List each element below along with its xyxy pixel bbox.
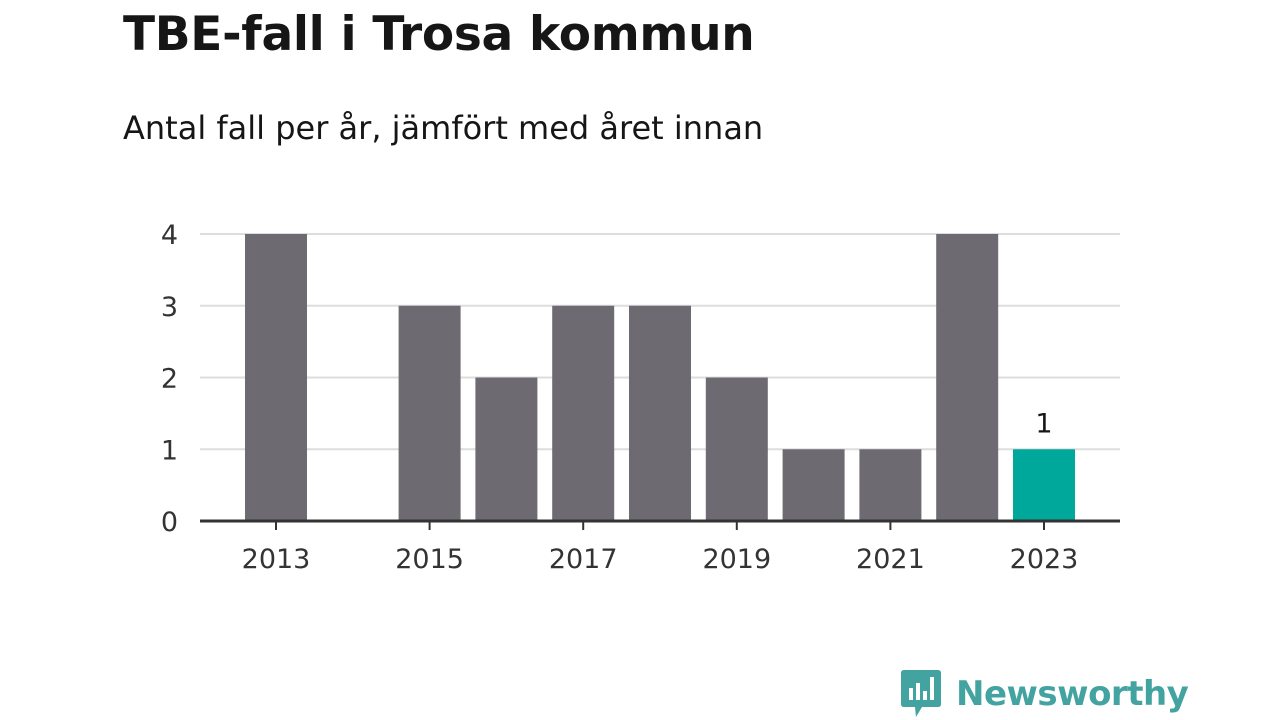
bar-2019 [705,377,768,521]
chart-title: TBE-fall i Trosa kommun [123,7,755,62]
brand-name: Newsworthy [956,674,1189,714]
bar-2023 [1013,449,1075,521]
bar-2020 [782,449,845,521]
bar-2017 [552,305,615,521]
bar-2015 [398,305,461,521]
x-tick-label-2017: 2017 [549,544,618,575]
y-tick-label-1: 1 [161,435,178,466]
bar-2016 [475,377,538,521]
x-tick-label-2023: 2023 [1010,544,1079,575]
bar-2021 [859,449,922,521]
x-tick-label-2021: 2021 [856,544,925,575]
y-tick-label-4: 4 [161,220,178,251]
bar-2018 [629,305,691,521]
bar-chart: 0 1 2 3 4 2013 2015 2017 2019 2021 2023 1 [161,220,1120,575]
x-tick-label-2019: 2019 [702,544,771,575]
chart-subtitle: Antal fall per år, jämfört med året inna… [123,109,764,147]
x-tick-label-2015: 2015 [395,544,464,575]
bar-2013 [245,234,307,521]
bar-2022 [936,234,999,521]
y-tick-label-2: 2 [161,364,178,395]
y-tick-label-3: 3 [161,292,178,323]
y-tick-label-0: 0 [161,507,178,538]
newsworthy-logo: Newsworthy [900,668,1189,720]
x-tick-label-2013: 2013 [242,544,311,575]
bar-chart-speech-bubble-icon [901,670,941,717]
data-label-2023: 1 [1035,408,1052,439]
